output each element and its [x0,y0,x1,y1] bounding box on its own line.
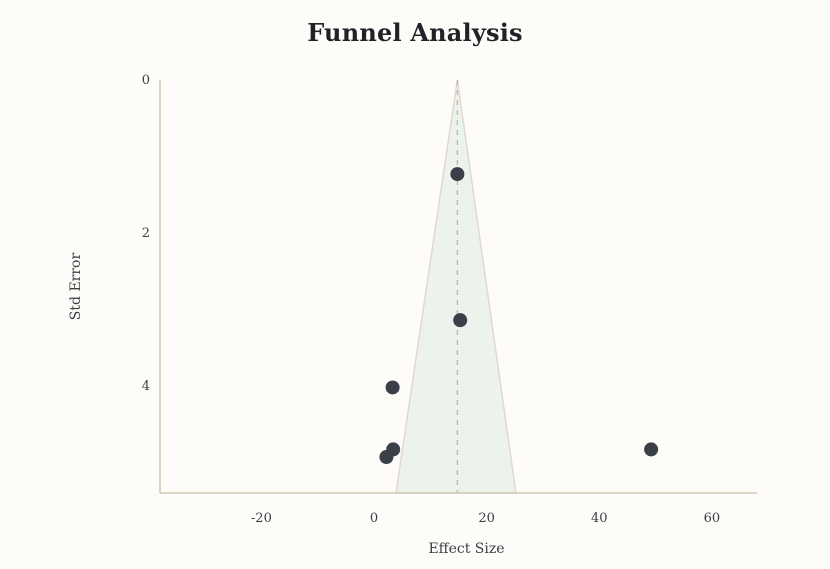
x-tick-label: 0 [370,511,378,526]
y-tick-labels: 0 2 4 [142,73,150,394]
x-tick-label: 40 [591,511,608,526]
y-tick-label: 2 [142,226,150,241]
data-points [379,167,659,465]
x-tick-labels: -20 0 20 40 60 [251,511,720,526]
data-point [385,380,400,395]
x-tick-label: 20 [478,511,495,526]
data-point [450,167,465,182]
y-axis-label: Std Error [68,253,84,321]
x-tick-label: 60 [704,511,721,526]
x-axis-label: Effect Size [428,541,504,557]
chart-title: Funnel Analysis [307,18,523,47]
data-point [379,450,394,465]
y-tick-label: 0 [142,73,150,88]
funnel-region [395,79,517,494]
y-tick-label: 4 [142,379,150,394]
data-point [644,442,659,457]
data-point [453,313,468,328]
x-tick-label: -20 [251,511,272,526]
